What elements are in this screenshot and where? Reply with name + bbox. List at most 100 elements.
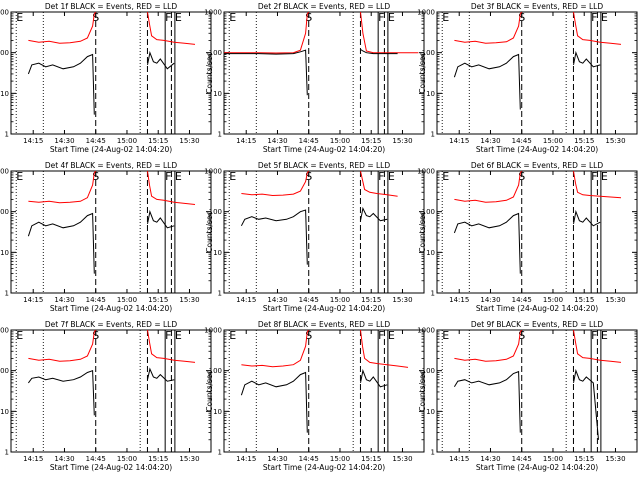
x-tick-label: 14:45 — [512, 455, 532, 463]
detector-panel-2: Det 2f BLACK = Events, RED = LLD 1 10 100 10… — [204, 2, 425, 154]
x-tick-label: 14:45 — [512, 137, 532, 145]
marker-label-e: E — [601, 11, 608, 24]
y-tick-label: 100 — [0, 49, 9, 57]
y-axis-label: Counts/sec — [418, 211, 427, 252]
detector-panel-7: Det 7f BLACK = Events, RED = LLD 1 10 100 10… — [0, 320, 212, 472]
series-lld-main — [454, 171, 523, 203]
x-axis-label: Start Time (24-Aug-02 14:04:20) — [50, 463, 172, 472]
marker-label-f: F — [591, 329, 597, 342]
y-tick-label: 10 — [426, 249, 435, 257]
y-tick-label: 1 — [218, 449, 222, 457]
axes-frame — [10, 170, 212, 294]
series-lld-main — [28, 171, 97, 204]
x-tick-label: 15:15 — [574, 137, 594, 145]
x-axis-label: Start Time (24-Aug-02 14:04:20) — [263, 145, 385, 154]
series-events-tail — [147, 367, 175, 382]
x-tick-label: 15:30 — [179, 455, 199, 463]
y-tick-label: 1 — [431, 290, 435, 298]
marker-label-f: F — [378, 170, 384, 183]
marker-label-s: S — [518, 170, 525, 183]
x-axis-label: Start Time (24-Aug-02 14:04:20) — [50, 145, 172, 154]
y-axis-label: Counts/sec — [0, 370, 1, 411]
marker-label-e: E — [16, 329, 23, 342]
marker-label-e: E — [229, 329, 236, 342]
marker-label-e: E — [442, 170, 449, 183]
series-lld-main — [454, 12, 523, 44]
series-events-tail — [573, 209, 601, 227]
x-tick-label: 15:15 — [148, 137, 168, 145]
series-events-tail — [147, 50, 175, 70]
x-tick-label: 14:45 — [299, 455, 319, 463]
x-tick-label: 15:00 — [543, 137, 563, 145]
y-tick-label: 1000 — [204, 327, 222, 335]
y-tick-label: 1 — [5, 131, 9, 139]
x-tick-label: 14:30 — [480, 455, 500, 463]
y-tick-label: 1 — [5, 290, 9, 298]
series-lld-main — [241, 330, 310, 368]
marker-label-e: E — [388, 11, 395, 24]
x-tick-label: 15:00 — [117, 296, 137, 304]
y-tick-label: 1000 — [417, 327, 435, 335]
series-events-main — [240, 371, 308, 433]
axes-frame — [223, 11, 425, 135]
y-tick-label: 100 — [422, 49, 435, 57]
detector-panel-9: Det 9f BLACK = Events, RED = LLD 1 10 100 10… — [417, 320, 638, 472]
y-tick-label: 10 — [426, 90, 435, 98]
y-tick-label: 1 — [431, 131, 435, 139]
axes-frame — [436, 11, 638, 135]
y-axis-label: Counts/sec — [205, 52, 214, 93]
x-tick-label: 15:15 — [148, 455, 168, 463]
x-tick-label: 15:15 — [361, 137, 381, 145]
y-axis-label: Counts/sec — [418, 52, 427, 93]
x-axis-label: Start Time (24-Aug-02 14:04:20) — [476, 463, 598, 472]
panel-title: Det 2f BLACK = Events, RED = LLD — [258, 2, 391, 11]
x-tick-label: 14:15 — [236, 296, 256, 304]
series-events-main — [27, 53, 95, 115]
series-events-tail — [360, 206, 388, 222]
y-tick-label: 100 — [209, 367, 222, 375]
series-lld-tail — [360, 171, 398, 197]
y-tick-label: 100 — [0, 367, 9, 375]
y-tick-label: 1 — [5, 449, 9, 457]
x-tick-label: 15:30 — [392, 296, 412, 304]
y-tick-label: 10 — [213, 90, 222, 98]
y-tick-label: 1 — [431, 449, 435, 457]
x-tick-label: 15:00 — [543, 296, 563, 304]
x-tick-label: 15:15 — [574, 455, 594, 463]
series-events-main — [224, 49, 308, 96]
marker-label-e: E — [175, 11, 182, 24]
detector-panel-6: Det 6f BLACK = Events, RED = LLD 1 10 100 10… — [417, 161, 638, 313]
x-tick-label: 14:30 — [267, 296, 287, 304]
marker-label-e: E — [442, 329, 449, 342]
x-tick-label: 14:15 — [236, 455, 256, 463]
marker-label-e: E — [388, 329, 395, 342]
detector-panel-1: Det 1f BLACK = Events, RED = LLD 1 10 100 10… — [0, 2, 212, 154]
series-events-tail — [573, 50, 601, 68]
y-axis-label: Counts/sec — [205, 211, 214, 252]
x-tick-label: 15:15 — [574, 296, 594, 304]
x-tick-label: 14:30 — [480, 137, 500, 145]
y-tick-label: 100 — [422, 367, 435, 375]
series-lld-tail — [147, 171, 196, 205]
marker-label-e: E — [601, 329, 608, 342]
x-tick-label: 14:15 — [449, 296, 469, 304]
y-tick-label: 1000 — [417, 9, 435, 17]
x-tick-label: 14:30 — [267, 455, 287, 463]
marker-label-e: E — [16, 170, 23, 183]
panel-title: Det 7f BLACK = Events, RED = LLD — [45, 320, 178, 329]
y-tick-label: 1 — [218, 131, 222, 139]
series-lld-tail — [360, 330, 409, 368]
detector-panel-3: Det 3f BLACK = Events, RED = LLD 1 10 100 10… — [417, 2, 638, 154]
series-lld-tail — [573, 171, 622, 199]
x-axis-label: Start Time (24-Aug-02 14:04:20) — [476, 145, 598, 154]
y-axis-label: Counts/sec — [205, 370, 214, 411]
marker-label-f: F — [165, 329, 171, 342]
marker-label-s: S — [518, 11, 525, 24]
x-tick-label: 14:45 — [512, 296, 532, 304]
series-lld-tail — [360, 12, 419, 54]
axes-frame — [223, 170, 425, 294]
x-tick-label: 14:45 — [86, 296, 106, 304]
y-tick-label: 10 — [213, 249, 222, 257]
series-lld-tail — [147, 330, 196, 363]
y-tick-label: 10 — [0, 408, 9, 416]
